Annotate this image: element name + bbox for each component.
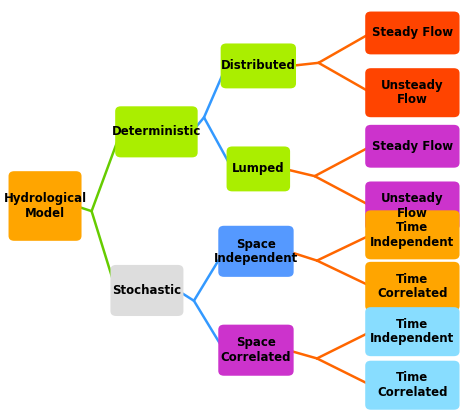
FancyBboxPatch shape bbox=[365, 68, 459, 117]
Text: Steady Flow: Steady Flow bbox=[372, 26, 453, 40]
Text: Lumped: Lumped bbox=[232, 162, 285, 176]
Text: Hydrological
Model: Hydrological Model bbox=[3, 192, 87, 220]
FancyBboxPatch shape bbox=[218, 325, 294, 376]
FancyBboxPatch shape bbox=[9, 171, 82, 241]
FancyBboxPatch shape bbox=[365, 125, 459, 168]
Text: Unsteady
Flow: Unsteady Flow bbox=[381, 192, 444, 220]
FancyBboxPatch shape bbox=[365, 181, 459, 231]
Text: Time
Independent: Time Independent bbox=[370, 318, 455, 345]
Text: Time
Correlated: Time Correlated bbox=[377, 372, 447, 399]
FancyBboxPatch shape bbox=[365, 307, 459, 356]
FancyBboxPatch shape bbox=[115, 106, 198, 157]
FancyBboxPatch shape bbox=[365, 262, 459, 311]
FancyBboxPatch shape bbox=[218, 226, 294, 277]
Text: Time
Correlated: Time Correlated bbox=[377, 273, 447, 300]
FancyBboxPatch shape bbox=[365, 12, 459, 54]
Text: Distributed: Distributed bbox=[221, 59, 296, 73]
Text: Steady Flow: Steady Flow bbox=[372, 140, 453, 153]
FancyBboxPatch shape bbox=[227, 147, 290, 192]
FancyBboxPatch shape bbox=[365, 361, 459, 410]
Text: Time
Independent: Time Independent bbox=[370, 221, 455, 248]
Text: Space
Independent: Space Independent bbox=[214, 238, 298, 265]
Text: Space
Correlated: Space Correlated bbox=[221, 337, 291, 364]
FancyBboxPatch shape bbox=[365, 210, 459, 260]
FancyBboxPatch shape bbox=[110, 265, 183, 316]
Text: Deterministic: Deterministic bbox=[112, 125, 201, 138]
Text: Stochastic: Stochastic bbox=[112, 284, 182, 297]
Text: Unsteady
Flow: Unsteady Flow bbox=[381, 79, 444, 106]
FancyBboxPatch shape bbox=[221, 44, 296, 89]
